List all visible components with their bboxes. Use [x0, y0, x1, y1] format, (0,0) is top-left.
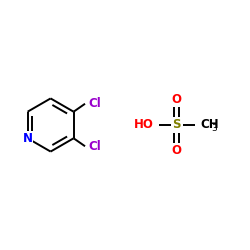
Text: HO: HO [134, 118, 154, 132]
Text: CH: CH [200, 118, 219, 132]
Text: N: N [22, 132, 32, 145]
Text: O: O [172, 144, 182, 157]
Text: 3: 3 [211, 124, 217, 133]
Text: Cl: Cl [88, 140, 101, 153]
Text: Cl: Cl [88, 97, 101, 110]
Text: S: S [172, 118, 181, 132]
Text: O: O [172, 93, 182, 106]
